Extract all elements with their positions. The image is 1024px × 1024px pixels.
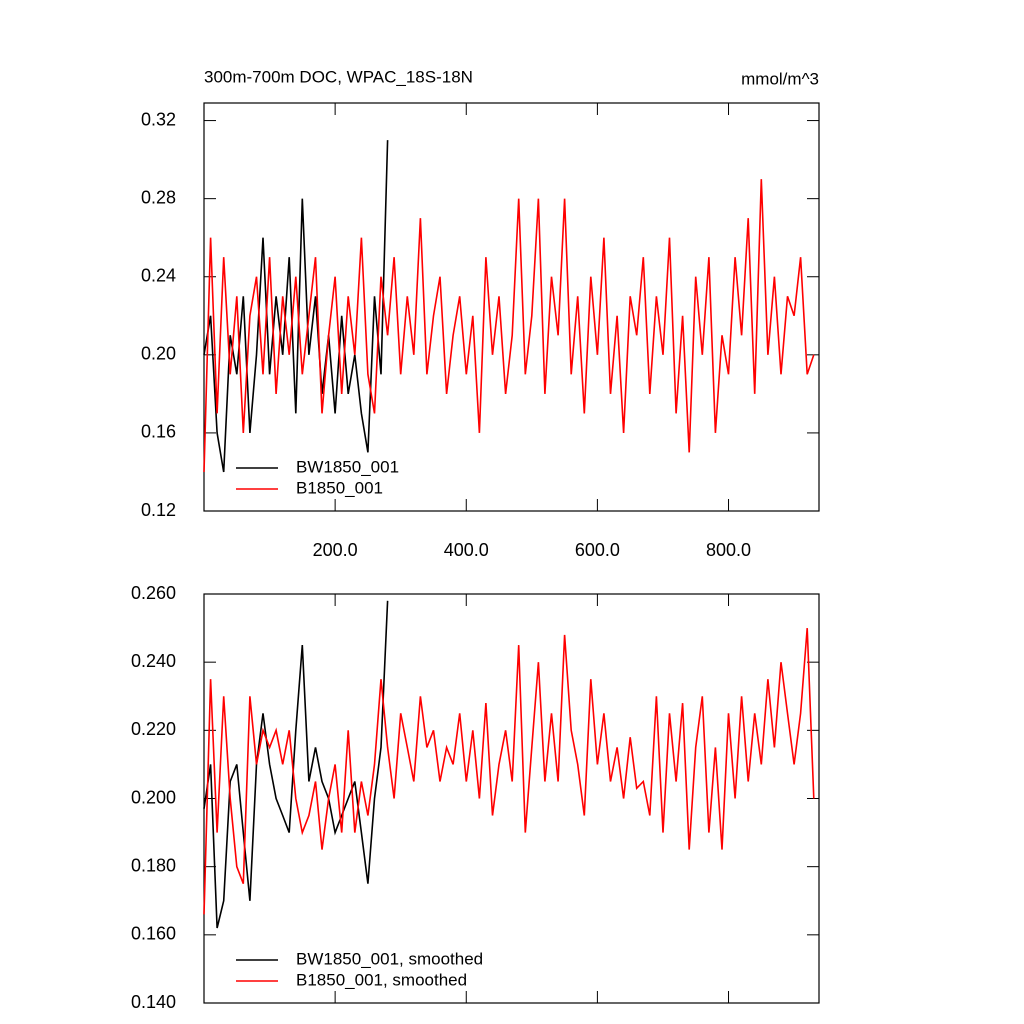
y-tick-label: 0.16 [141,422,176,442]
y-tick-label: 0.24 [141,265,176,285]
plot-frame [203,102,820,512]
chart-title: 300m-700m DOC, WPAC_18S-18N [204,67,473,86]
y-tick-label: 0.180 [131,855,176,875]
legend-label: BW1850_001, smoothed [296,949,483,968]
legend-label: B1850_001 [296,478,383,497]
y-tick-label: 0.20 [141,344,176,364]
legend-label: BW1850_001 [296,457,399,476]
x-tick-label: 400.0 [444,540,489,560]
legend-label: B1850_001, smoothed [296,970,467,989]
data-line [203,179,815,473]
y-tick-label: 0.12 [141,500,176,520]
data-line [203,140,389,473]
x-tick-label: 600.0 [575,540,620,560]
y-tick-label: 0.260 [131,583,176,603]
data-line [203,600,389,929]
y-tick-label: 0.220 [131,719,176,739]
x-tick-label: 200.0 [313,540,358,560]
x-tick-label: 800.0 [706,540,751,560]
y-tick-label: 0.200 [131,787,176,807]
y-tick-label: 0.240 [131,651,176,671]
y-tick-label: 0.140 [131,992,176,1012]
data-line [203,628,815,915]
y-tick-label: 0.32 [141,109,176,129]
y-tick-label: 0.28 [141,187,176,207]
y-tick-label: 0.160 [131,924,176,944]
units-label: mmol/m^3 [741,69,819,88]
